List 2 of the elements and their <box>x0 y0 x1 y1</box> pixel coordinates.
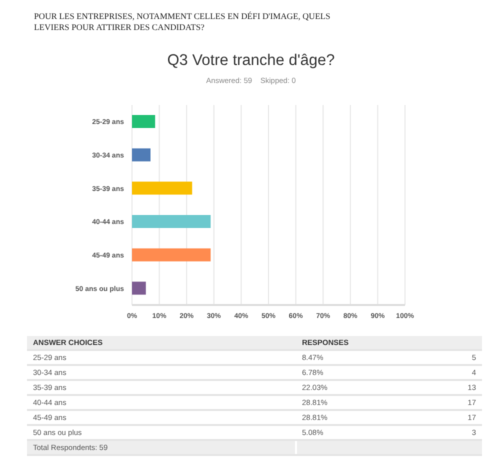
chart-title: Q3 Votre tranche d'âge? <box>166 52 336 70</box>
text: POUR LES ENTREPRISES, NOTAMMENT CELLES EN DÉFI D'IMAGE, QUELS LEVIERS POUR ATTIRER DES CANDIDATS? <box>34 11 332 33</box>
